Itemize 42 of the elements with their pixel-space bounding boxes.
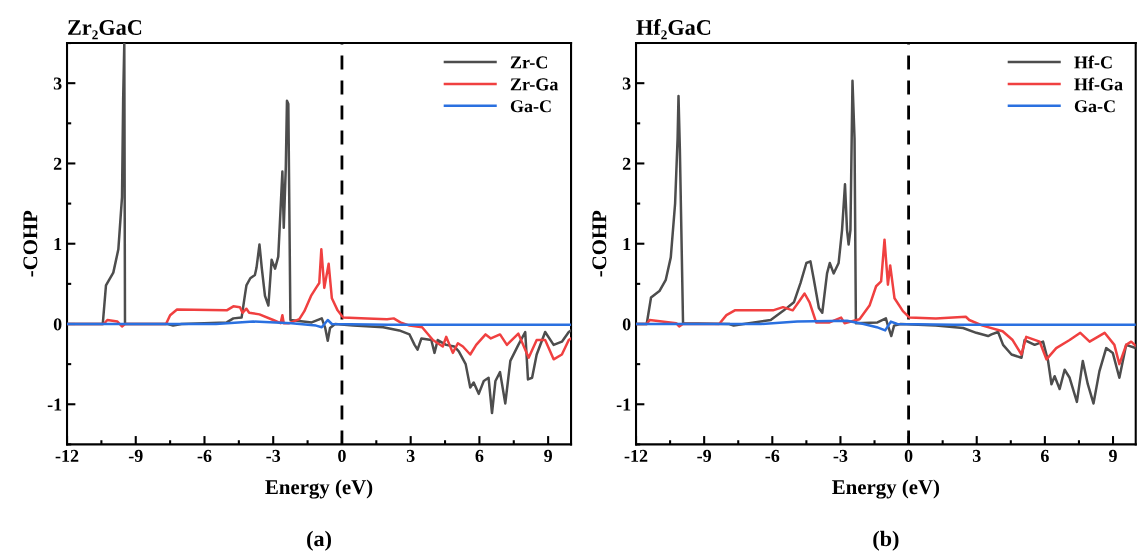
x-tick-label: 3	[972, 449, 981, 462]
legend-label: Ga-C	[510, 100, 551, 113]
y-tick-label: 1	[54, 238, 62, 250]
x-tick-label: -9	[697, 449, 712, 462]
y-tick-label: 0	[53, 318, 62, 331]
legend-label: Zr-Ga	[510, 78, 559, 91]
y-tick-label: -1	[616, 398, 631, 411]
chart-title: Zr₂GaC	[68, 19, 142, 40]
line-series	[67, 318, 572, 329]
x-tick-label: 0	[904, 449, 913, 462]
x-axis-title: Energy (eV)	[265, 479, 373, 499]
legend-label: Hf-C	[1074, 55, 1112, 69]
y-tick-label: 2	[53, 157, 62, 170]
chart-title: Hf₂GaC	[636, 19, 711, 40]
x-tick-label: 9	[1108, 449, 1117, 462]
y-axis-title: -COHP	[592, 210, 607, 277]
text: (a)	[307, 530, 332, 551]
y-tick-label: 1	[623, 238, 631, 250]
text: (b)	[873, 530, 899, 551]
y-tick-label: -1	[47, 398, 62, 411]
legend-label: Hf-Ga	[1074, 77, 1123, 91]
y-tick-label: 0	[622, 318, 631, 331]
line-series	[636, 319, 1136, 332]
x-tick-label: 6	[475, 449, 484, 462]
legend-label: Ga-C	[1074, 100, 1115, 113]
x-tick-label: 9	[544, 449, 552, 462]
legend-label: Zr-C	[510, 56, 547, 69]
y-axis-title: -COHP	[23, 210, 38, 277]
x-tick-label: -6	[765, 449, 780, 462]
y-tick-label: 2	[622, 157, 631, 170]
x-tick-label: -6	[197, 449, 212, 462]
y-tick-label: 3	[53, 77, 62, 90]
x-tick-label: -3	[266, 449, 281, 462]
x-tick-label: -3	[833, 449, 848, 462]
y-tick-label: 3	[622, 77, 631, 90]
x-tick-label: -9	[128, 449, 143, 462]
x-tick-label: 6	[1040, 449, 1049, 462]
x-tick-label: 3	[406, 449, 415, 462]
x-tick-label: 0	[338, 449, 346, 462]
x-tick-label: -12	[55, 449, 79, 462]
x-tick-label: -12	[624, 449, 648, 462]
x-axis-title: Energy (eV)	[832, 479, 940, 499]
